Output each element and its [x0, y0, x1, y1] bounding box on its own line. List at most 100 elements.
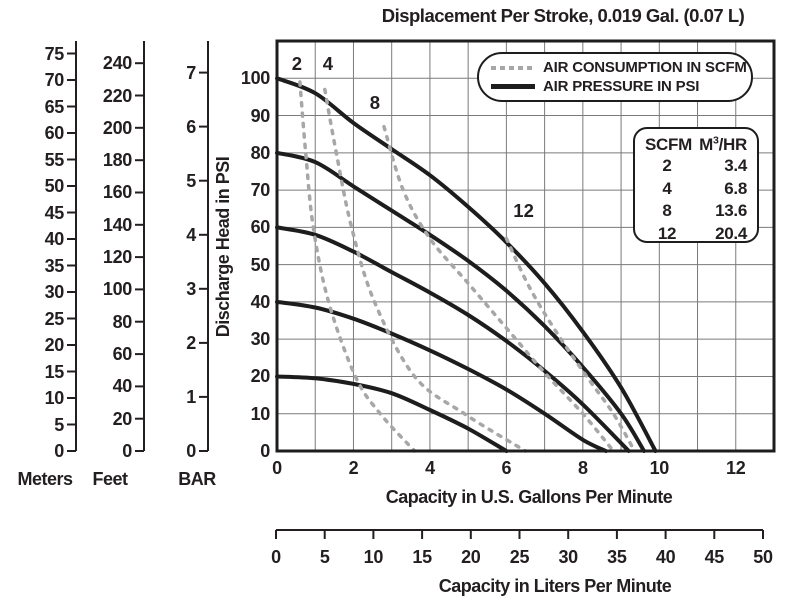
scfm-value: 12: [657, 223, 677, 243]
scfm-curve-label: 2: [291, 52, 303, 74]
feet-tick-label: 160: [102, 182, 132, 203]
liters-tick-label: 25: [509, 547, 530, 567]
gpm-tick-label: 4: [425, 458, 435, 478]
bar-tick-label: 1: [186, 386, 196, 407]
feet-tick-label: 20: [112, 408, 133, 429]
meters-scale-title: Meters: [17, 469, 73, 489]
bar-tick-label: 0: [186, 441, 196, 461]
feet-tick-label: 0: [122, 441, 132, 461]
m3hr-value: 6.8: [724, 178, 747, 198]
meters-tick-label: 75: [44, 43, 65, 64]
gpm-tick-label: 10: [649, 458, 670, 478]
air-pressure-60psi-curve: [275, 225, 631, 453]
meters-tick-label: 10: [44, 388, 65, 408]
scfm-table-body: 2 3.4 4 6.8 8 13.6 12 20.4: [645, 155, 747, 245]
scfm-curve-label: 8: [369, 91, 381, 113]
bar-tick-label: 4: [186, 224, 196, 245]
feet-tick-label: 140: [102, 214, 132, 235]
meters-tick-label: 70: [44, 70, 65, 90]
meters-tick-label: 15: [44, 361, 65, 382]
scfm-table-row: 12 20.4: [645, 223, 747, 246]
scfm-table-header: SCFM M3/HR: [645, 134, 747, 155]
psi-tick-label: 100: [240, 68, 270, 89]
liters-tick-label: 0: [271, 547, 281, 567]
feet-tick-label: 180: [102, 150, 132, 171]
legend: AIR CONSUMPTION IN SCFM AIR PRESSURE IN …: [477, 52, 753, 102]
gpm-tick-label: 8: [577, 458, 588, 478]
meters-tick-label: 5: [54, 414, 64, 435]
psi-tick-label: 30: [250, 329, 271, 350]
m3hr-value: 3.4: [724, 156, 747, 175]
gpm-tick-label: 12: [726, 458, 746, 478]
m3hr-value: 20.4: [715, 223, 747, 243]
air-consumption-4scfm-curve: [323, 87, 528, 453]
scfm-curve-label: 4: [322, 52, 333, 74]
meters-tick-label: 25: [44, 308, 65, 329]
air-consumption-8scfm-curve: [382, 124, 616, 453]
scfm-value: 8: [662, 201, 672, 220]
bar-tick-label: 6: [186, 116, 196, 137]
gpm-tick-label: 0: [272, 458, 282, 478]
scfm-conversion-table: SCFM M3/HR 2 3.4 4 6.8 8 13.6 12 20.4: [633, 127, 759, 243]
psi-tick-label: 20: [250, 366, 271, 387]
meters-tick-label: 50: [44, 176, 65, 196]
feet-tick-label: 240: [102, 53, 132, 74]
bar-tick-label: 2: [186, 332, 196, 353]
liters-tick-label: 50: [753, 547, 773, 567]
psi-tick-label: 80: [250, 142, 271, 163]
air-consumption-12scfm-curve: [504, 236, 637, 453]
bar-tick-label: 3: [186, 278, 196, 299]
scfm-value: 4: [662, 178, 672, 198]
bar-tick-label: 7: [186, 62, 196, 83]
feet-tick-label: 100: [102, 279, 132, 300]
meters-tick-label: 45: [44, 202, 65, 223]
scfm-table-row: 4 6.8: [645, 178, 747, 201]
page-title: Displacement Per Stroke, 0.019 Gal. (0.0…: [381, 5, 745, 26]
air-pressure-20psi-curve: [275, 374, 509, 453]
psi-tick-label: 0: [260, 441, 270, 461]
liters-tick-label: 5: [319, 547, 330, 567]
psi-axis-title: Discharge Head in PSI: [213, 156, 233, 338]
liters-tick-label: 10: [363, 547, 384, 567]
gpm-axis-title: Capacity in U.S. Gallons Per Minute: [385, 487, 673, 507]
legend-label: AIR CONSUMPTION IN SCFM: [543, 59, 747, 76]
scfm-table-row: 8 13.6: [645, 200, 747, 223]
gpm-tick-label: 6: [501, 458, 512, 478]
feet-tick-label: 80: [112, 311, 133, 332]
feet-tick-label: 220: [102, 85, 132, 106]
psi-tick-label: 40: [250, 291, 271, 312]
meters-tick-label: 65: [44, 96, 65, 117]
feet-tick-label: 200: [102, 117, 132, 138]
feet-tick-label: 60: [112, 344, 133, 365]
psi-tick-label: 50: [250, 254, 271, 275]
air-pressure-80psi-curve: [275, 150, 646, 453]
meters-tick-label: 30: [44, 282, 65, 302]
scfm-curve-label: 12: [513, 199, 534, 221]
feet-tick-label: 40: [112, 376, 133, 397]
dashed-line-sample-icon: [491, 65, 535, 70]
meters-tick-label: 60: [44, 123, 65, 143]
meters-tick-label: 55: [44, 149, 65, 170]
air-pressure-40psi-curve: [275, 299, 608, 453]
feet-scale-title: Feet: [92, 469, 128, 489]
meters-tick-label: 40: [44, 229, 65, 249]
psi-tick-label: 10: [250, 403, 271, 424]
legend-item-air-pressure: AIR PRESSURE IN PSI: [491, 79, 751, 94]
air-consumption-2scfm-curve: [298, 80, 417, 453]
liters-axis-title: Capacity in Liters Per Minute: [438, 576, 672, 596]
liters-tick-label: 15: [412, 547, 432, 567]
solid-line-sample-icon: [491, 84, 535, 89]
feet-tick-label: 120: [102, 247, 132, 268]
meters-tick-label: 20: [44, 335, 65, 355]
m3hr-value: 13.6: [715, 201, 747, 220]
bar-scale-title: BAR: [178, 469, 216, 489]
gpm-tick-label: 2: [348, 458, 359, 478]
bar-tick-label: 5: [186, 170, 196, 191]
scfm-value: 2: [662, 156, 672, 175]
meters-tick-label: 0: [54, 441, 64, 461]
psi-tick-label: 60: [250, 217, 271, 238]
liters-tick-label: 45: [704, 547, 725, 567]
m3hr-header: M3/HR: [699, 134, 747, 154]
